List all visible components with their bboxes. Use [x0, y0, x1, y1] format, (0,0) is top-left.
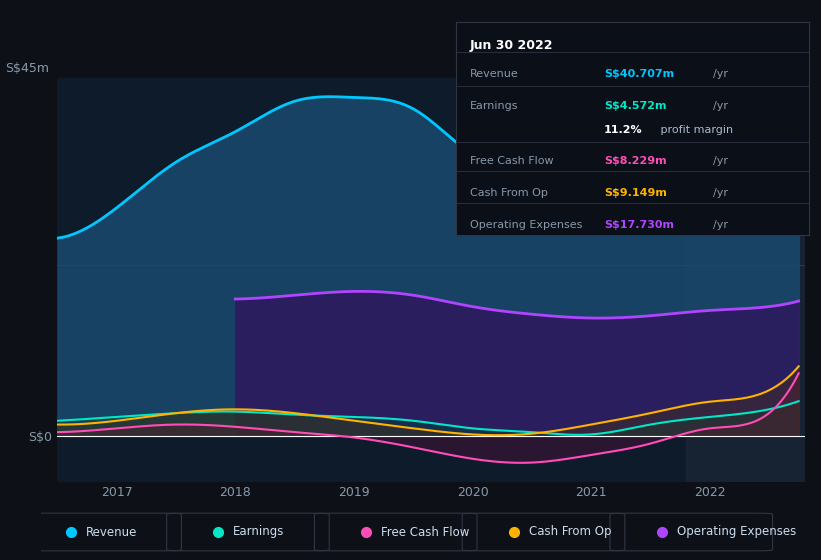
Text: Operating Expenses: Operating Expenses — [470, 220, 582, 230]
Text: 11.2%: 11.2% — [604, 124, 643, 134]
Text: /yr: /yr — [713, 156, 728, 166]
Text: /yr: /yr — [713, 220, 728, 230]
Text: Earnings: Earnings — [233, 525, 285, 539]
Text: S$17.730m: S$17.730m — [604, 220, 674, 230]
Text: Free Cash Flow: Free Cash Flow — [381, 525, 470, 539]
Text: Earnings: Earnings — [470, 101, 518, 111]
Bar — [686, 78, 810, 482]
Text: profit margin: profit margin — [657, 124, 733, 134]
Text: /yr: /yr — [713, 188, 728, 198]
Text: S$40.707m: S$40.707m — [604, 69, 674, 79]
Text: S$45m: S$45m — [5, 62, 49, 75]
Text: Cash From Op: Cash From Op — [470, 188, 548, 198]
Text: S$4.572m: S$4.572m — [604, 101, 667, 111]
Text: S$8.229m: S$8.229m — [604, 156, 667, 166]
Text: Operating Expenses: Operating Expenses — [677, 525, 796, 539]
Text: Cash From Op: Cash From Op — [529, 525, 611, 539]
Text: /yr: /yr — [713, 101, 728, 111]
Text: S$9.149m: S$9.149m — [604, 188, 667, 198]
Text: /yr: /yr — [713, 69, 728, 79]
Text: Revenue: Revenue — [85, 525, 137, 539]
Text: Revenue: Revenue — [470, 69, 519, 79]
Text: Jun 30 2022: Jun 30 2022 — [470, 39, 553, 53]
Text: Free Cash Flow: Free Cash Flow — [470, 156, 553, 166]
